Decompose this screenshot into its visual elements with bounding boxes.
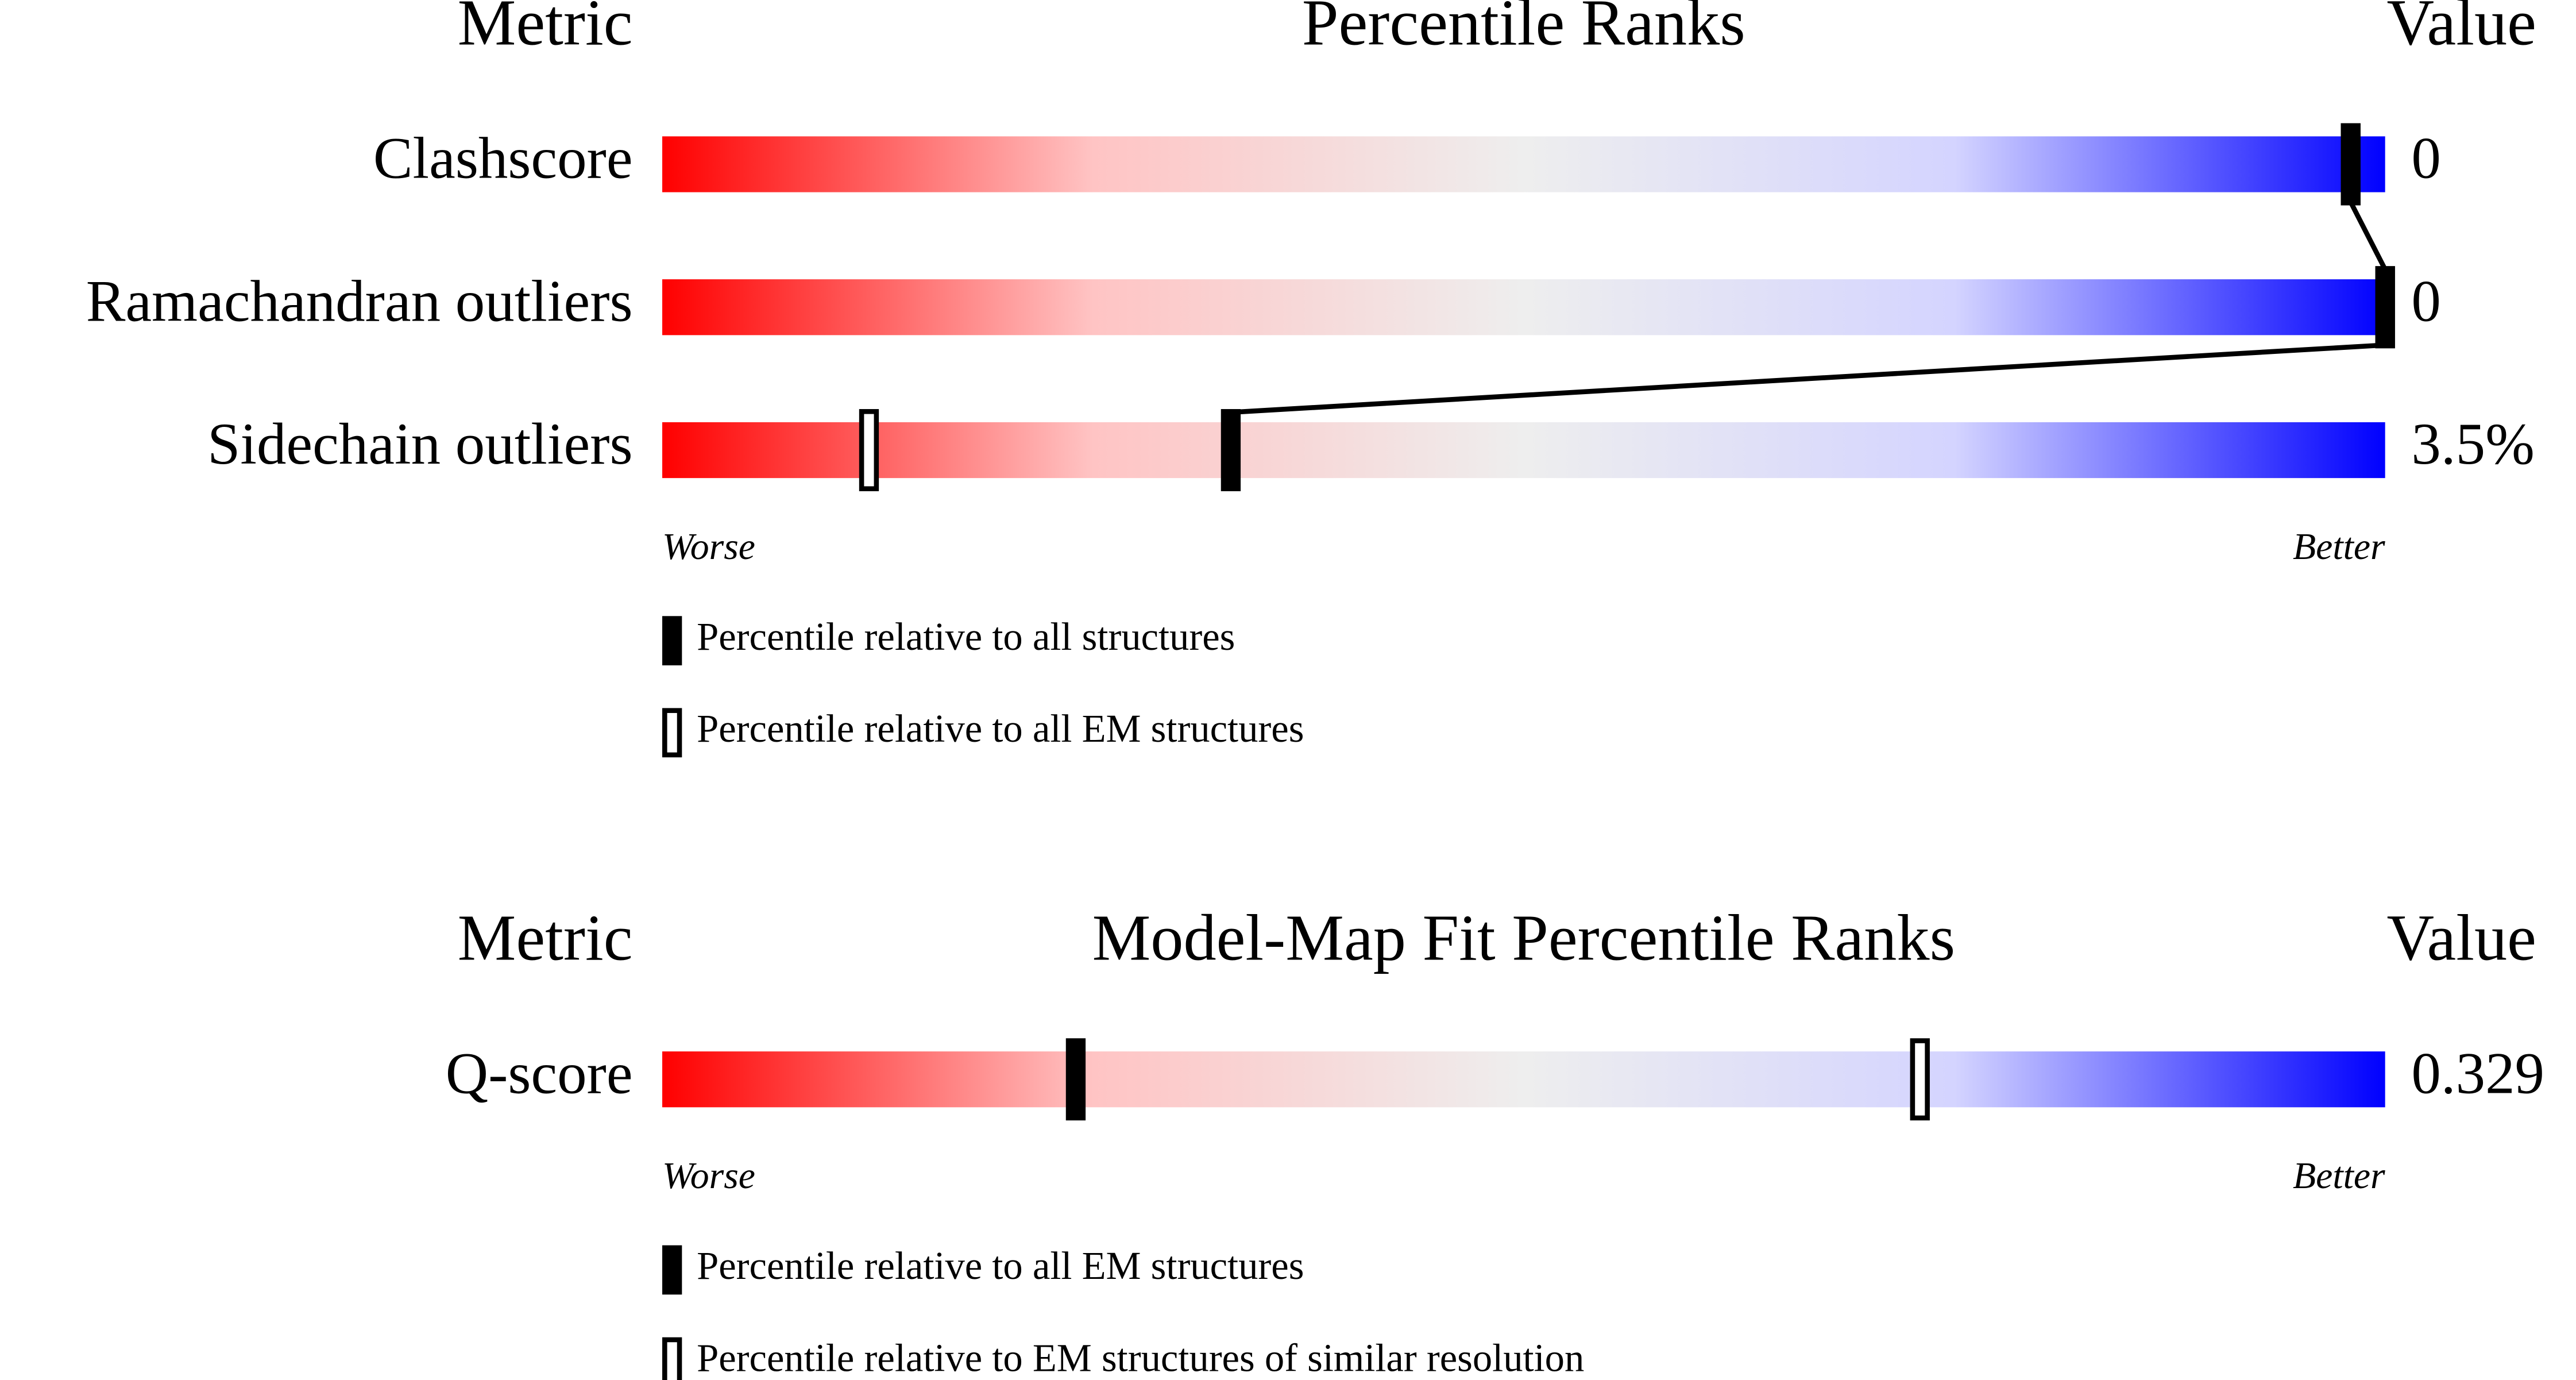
metric-label: Q-score bbox=[446, 1040, 633, 1106]
percentile-bar bbox=[662, 136, 2385, 192]
marker-filled bbox=[1221, 409, 1241, 491]
metric-header: Metric bbox=[458, 0, 633, 59]
metric-value: 3.5% bbox=[2411, 411, 2534, 477]
percentile-bar bbox=[662, 279, 2385, 336]
value-header: Value bbox=[2387, 901, 2536, 974]
metric-value: 0.329 bbox=[2411, 1040, 2544, 1106]
percentile-bar bbox=[662, 422, 2385, 479]
marker-open bbox=[1910, 1038, 1930, 1121]
legend-swatch bbox=[662, 708, 682, 758]
legend-label: Percentile relative to all structures bbox=[697, 615, 1235, 658]
legend-swatch bbox=[662, 1245, 682, 1295]
legend-label: Percentile relative to all EM structures bbox=[697, 1244, 1304, 1288]
high-label: Better bbox=[2293, 1155, 2385, 1197]
connector bbox=[1230, 342, 2385, 415]
legend-label: Percentile relative to all EM structures bbox=[697, 707, 1304, 750]
metric-header: Metric bbox=[458, 901, 633, 974]
low-label: Worse bbox=[662, 526, 755, 568]
chart-title: Percentile Ranks bbox=[1302, 0, 1745, 59]
marker-filled bbox=[2341, 123, 2361, 206]
metric-value: 0 bbox=[2411, 126, 2440, 191]
marker-filled bbox=[1065, 1038, 1086, 1121]
metric-label: Ramachandran outliers bbox=[86, 268, 633, 334]
chart-title: Model-Map Fit Percentile Ranks bbox=[1092, 901, 1956, 974]
percentile-bar bbox=[662, 1051, 2385, 1108]
legend-swatch bbox=[662, 1337, 682, 1380]
value-header: Value bbox=[2387, 0, 2536, 59]
connector bbox=[2348, 201, 2388, 271]
marker-open bbox=[859, 409, 879, 491]
metric-label: Clashscore bbox=[373, 126, 633, 191]
legend-label: Percentile relative to EM structures of … bbox=[697, 1336, 1584, 1379]
marker-filled bbox=[2375, 266, 2395, 349]
metric-label: Sidechain outliers bbox=[207, 411, 632, 477]
low-label: Worse bbox=[662, 1155, 755, 1197]
metric-value: 0 bbox=[2411, 268, 2440, 334]
legend-swatch bbox=[662, 616, 682, 666]
high-label: Better bbox=[2293, 526, 2385, 568]
